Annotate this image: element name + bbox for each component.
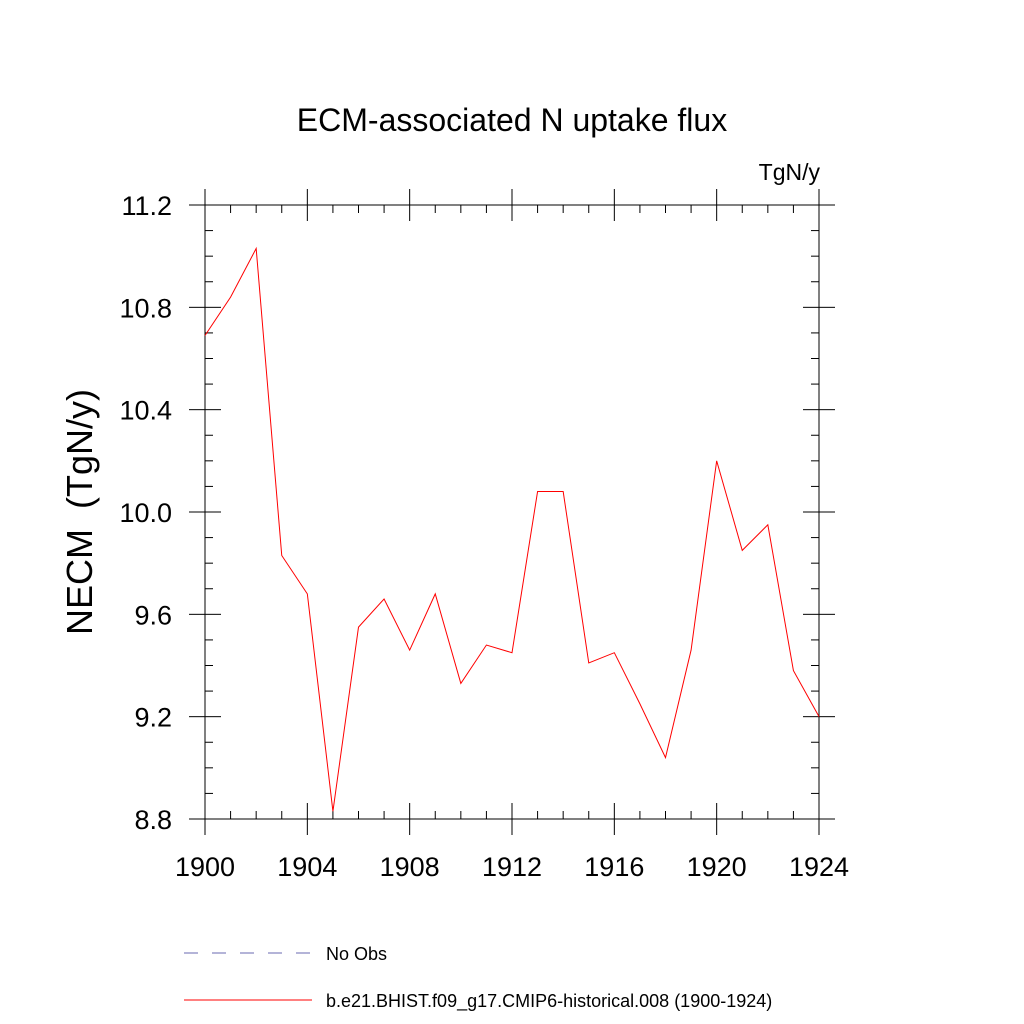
y-axis-label: NECM (TgN/y) <box>59 389 100 635</box>
legend-label: No Obs <box>326 944 387 964</box>
y-tick-label: 10.4 <box>119 396 172 426</box>
legend-label: b.e21.BHIST.f09_g17.CMIP6-historical.008… <box>326 991 772 1012</box>
x-tick-label: 1912 <box>482 852 542 882</box>
plot-frame <box>204 204 820 820</box>
y-tick-label: 11.2 <box>121 191 172 221</box>
units-label: TgN/y <box>759 159 821 185</box>
x-tick-label: 1900 <box>175 852 235 882</box>
y-tick-label: 9.6 <box>134 600 172 630</box>
x-tick-label: 1908 <box>380 852 440 882</box>
chart-title: ECM-associated N uptake flux <box>297 102 727 138</box>
y-tick-label: 8.8 <box>134 805 172 835</box>
legend: No Obs b.e21.BHIST.f09_g17.CMIP6-historic… <box>184 944 772 1012</box>
y-tick-label: 10.0 <box>119 498 172 528</box>
x-tick-label: 1924 <box>789 852 849 882</box>
y-tick-label: 10.8 <box>119 293 172 323</box>
axis-ticks: 1900 1904 1908 1912 1916 1920 1924 8.8 9.2 9.6 10.… <box>119 189 849 882</box>
x-tick-label: 1916 <box>584 852 644 882</box>
y-tick-label: 9.2 <box>134 703 172 733</box>
series-line <box>204 246 820 812</box>
x-tick-label: 1920 <box>687 852 747 882</box>
plot-series <box>204 246 820 812</box>
x-tick-label: 1904 <box>277 852 337 882</box>
